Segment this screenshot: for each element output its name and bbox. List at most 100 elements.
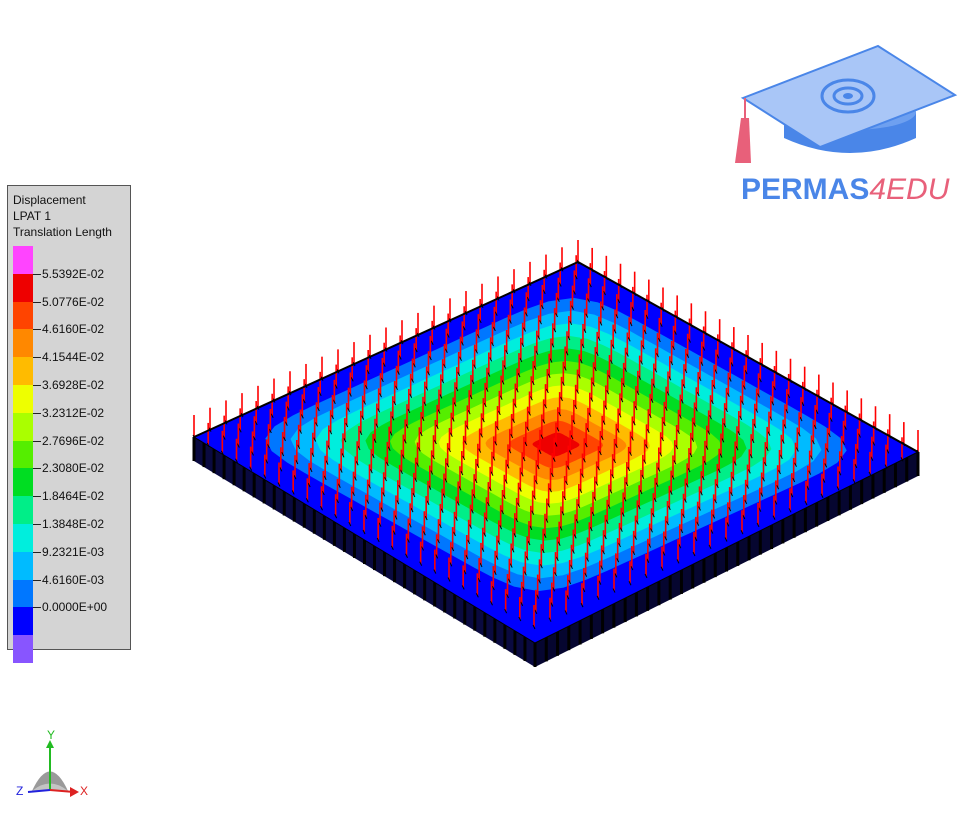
legend-swatch — [13, 412, 33, 442]
node-marker — [556, 297, 560, 302]
node-marker — [518, 616, 522, 622]
node-marker — [299, 429, 302, 434]
node-marker — [364, 384, 368, 390]
node-marker — [564, 610, 568, 615]
node-marker — [475, 593, 479, 598]
node-marker — [612, 588, 616, 593]
node-marker — [419, 561, 423, 566]
node-marker — [702, 346, 706, 351]
node-marker — [705, 445, 709, 450]
node-marker — [632, 421, 636, 426]
node-marker — [508, 319, 512, 324]
node-marker — [701, 475, 705, 481]
node-marker — [630, 565, 634, 571]
node-marker — [515, 517, 519, 523]
node-marker — [486, 501, 490, 507]
node-marker — [572, 290, 576, 295]
node-marker — [640, 360, 643, 365]
node-marker — [574, 404, 578, 410]
node-marker — [236, 443, 240, 448]
node-marker — [550, 602, 554, 607]
node-marker — [884, 464, 888, 469]
node-marker — [442, 493, 446, 498]
node-marker — [600, 565, 604, 570]
node-marker — [757, 393, 760, 398]
node-marker — [799, 416, 803, 422]
node-marker — [323, 475, 327, 481]
node-marker — [534, 479, 538, 485]
node-marker — [683, 498, 687, 503]
node-marker — [826, 447, 829, 453]
node-marker — [268, 428, 272, 434]
node-marker — [467, 539, 471, 545]
node-marker — [619, 527, 623, 532]
displacement-arrows — [192, 240, 920, 630]
legend-value-label: 1.3848E-02 — [42, 517, 105, 531]
node-marker — [801, 401, 805, 407]
node-marker — [435, 554, 439, 559]
node-marker — [630, 436, 634, 441]
legend-value-label: 1.8464E-02 — [42, 489, 105, 504]
legend-title-quantity: Displacement — [13, 193, 86, 207]
node-marker — [771, 401, 775, 406]
node-marker — [547, 503, 551, 508]
node-marker — [507, 334, 510, 340]
node-marker — [492, 456, 496, 461]
node-marker — [613, 458, 616, 464]
node-marker — [393, 400, 397, 406]
node-marker — [714, 369, 718, 374]
node-marker — [377, 408, 381, 413]
node-marker — [614, 573, 618, 578]
node-marker — [556, 427, 560, 432]
node-marker — [451, 546, 455, 552]
node-marker — [643, 329, 647, 335]
node-marker — [733, 461, 737, 466]
node-marker — [756, 522, 760, 528]
node-marker — [698, 506, 701, 511]
node-marker — [608, 374, 611, 380]
node-marker — [339, 468, 343, 473]
node-marker — [815, 409, 819, 415]
node-marker — [426, 500, 430, 506]
node-marker — [456, 501, 460, 506]
node-marker — [481, 417, 485, 423]
node-marker — [689, 452, 693, 458]
legend-swatch — [13, 635, 33, 664]
node-marker — [531, 510, 535, 515]
legend-swatch — [13, 524, 33, 553]
node-marker — [441, 378, 445, 384]
legend-value-label: 3.6928E-02 — [42, 378, 105, 392]
node-marker — [495, 555, 499, 560]
node-marker — [409, 393, 413, 398]
node-marker — [439, 394, 443, 399]
node-marker — [336, 498, 339, 504]
node-marker — [669, 490, 673, 495]
node-marker — [555, 312, 558, 318]
node-marker — [588, 412, 592, 417]
node-marker — [355, 461, 359, 466]
node-marker — [488, 486, 492, 492]
node-marker — [536, 594, 540, 599]
node-marker — [593, 366, 597, 372]
node-marker — [779, 454, 783, 460]
node-marker — [813, 424, 817, 430]
node-marker — [598, 450, 602, 456]
node-marker — [587, 542, 591, 547]
node-marker — [522, 456, 526, 462]
legend-swatch — [13, 468, 33, 497]
node-marker — [363, 400, 366, 405]
node-marker — [497, 410, 501, 416]
node-marker — [297, 444, 301, 450]
node-marker — [691, 437, 695, 442]
node-marker — [424, 515, 428, 521]
node-marker — [496, 425, 499, 431]
legend-value-label: 4.6160E-03 — [42, 572, 105, 587]
node-marker — [373, 438, 377, 443]
node-marker — [461, 585, 465, 590]
node-marker — [592, 382, 595, 387]
node-marker — [574, 274, 578, 280]
node-marker — [886, 449, 890, 454]
legend-tick — [33, 385, 41, 386]
node-marker — [566, 594, 570, 600]
